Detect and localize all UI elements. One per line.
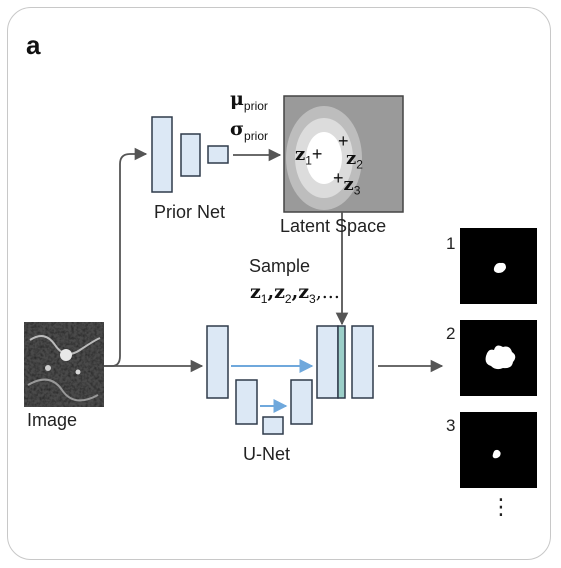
unet-decoder-block-2	[290, 379, 313, 425]
latent-z1: z1+	[295, 144, 323, 168]
sample-label: Sample	[249, 256, 311, 276]
unet-bottleneck-block	[262, 416, 284, 435]
output-index-2: 2	[446, 324, 456, 343]
latent-space-box	[283, 95, 404, 213]
panel-letter: a	[26, 30, 41, 60]
unet-encoder-block-2	[235, 379, 258, 425]
latent-z2: + z2	[338, 131, 363, 172]
more-outputs-ellipsis: ⋮	[490, 494, 512, 519]
unet-encoder-block-1	[206, 325, 229, 399]
sample-z-list: z1,z2,z3,...	[250, 281, 340, 306]
input-image	[24, 322, 104, 407]
unet-output-block	[351, 325, 374, 399]
prior-net-label: Prior Net	[154, 202, 226, 222]
output-index-3: 3	[446, 416, 456, 435]
output-mask-1	[460, 228, 537, 304]
sigma-prior-label: σprior	[230, 118, 269, 143]
image-label: Image	[27, 410, 78, 430]
latent-z3: +z3	[333, 168, 361, 198]
output-mask-3	[460, 412, 537, 488]
prior-net-block-3	[207, 145, 229, 164]
prior-net-block-1	[151, 116, 173, 193]
output-mask-2	[460, 320, 537, 396]
mu-prior-label: μprior	[230, 88, 268, 113]
prior-net-block-2	[180, 133, 201, 177]
latent-space-label: Latent Space	[280, 216, 387, 236]
arrow-image-to-prior-net	[104, 147, 148, 367]
unet-decoder-block-1	[316, 325, 339, 399]
output-index-1: 1	[446, 234, 456, 253]
unet-label: U-Net	[243, 444, 291, 464]
unet-latent-concat-block	[337, 325, 346, 399]
